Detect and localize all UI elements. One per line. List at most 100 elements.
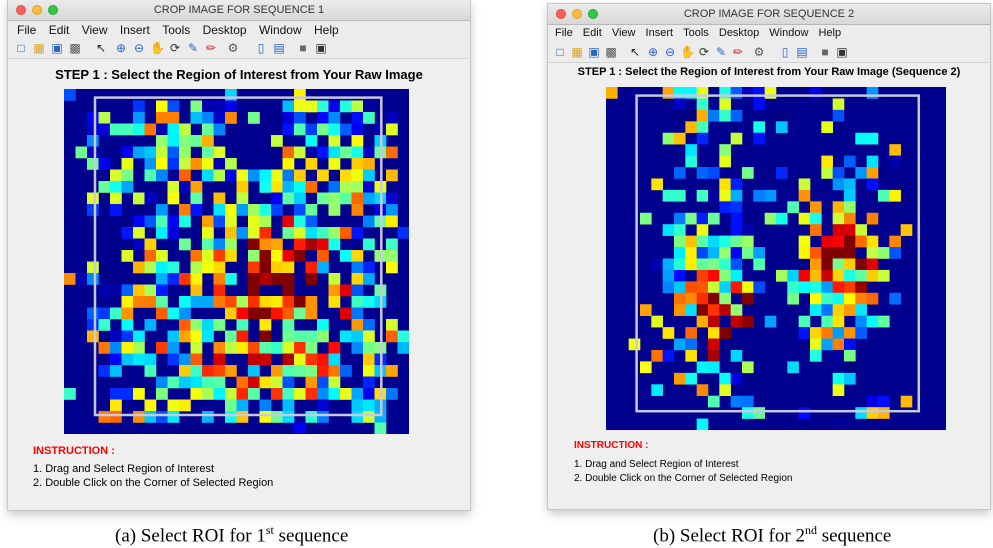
heatmap-cell [213, 284, 226, 297]
print-icon[interactable]: ▩ [69, 41, 81, 55]
link-icon[interactable]: ⚙ [227, 41, 239, 55]
heatmap-cell [832, 304, 845, 316]
heatmap-cell [248, 296, 260, 308]
heatmap-cell [742, 281, 754, 294]
menu-help[interactable]: Help [818, 27, 842, 39]
zoom-in-icon[interactable]: ⊕ [115, 41, 127, 55]
heatmap-cell [317, 399, 329, 412]
rotate-icon[interactable]: ⟳ [169, 41, 181, 55]
heatmap-cell [855, 327, 867, 339]
menu-view[interactable]: View [81, 23, 108, 37]
heatmap-cell [674, 212, 686, 225]
heatmap-cell [179, 399, 191, 412]
heatmap-cell [282, 100, 295, 113]
heatmap-cell [821, 167, 833, 179]
menu-tools[interactable]: Tools [683, 27, 709, 39]
heatmap-cell [167, 158, 180, 170]
new-figure-icon[interactable]: □ [17, 41, 25, 55]
heatmap-cell [156, 123, 168, 136]
heatmap-cell [866, 292, 879, 305]
print-icon[interactable]: ▩ [605, 45, 617, 59]
heatmap-cell [386, 123, 398, 136]
menu-insert[interactable]: Insert [645, 27, 674, 39]
show-plot-tools-icon[interactable]: ▣ [836, 45, 848, 59]
colorbar-icon[interactable]: ▯ [257, 41, 265, 55]
pan-icon[interactable]: ✋ [150, 41, 165, 55]
menu-desktop[interactable]: Desktop [718, 27, 760, 39]
close-button[interactable] [16, 5, 26, 15]
heatmap-cell [259, 307, 272, 320]
colorbar-icon[interactable]: ▯ [781, 45, 789, 59]
brush-icon[interactable]: ✏ [205, 41, 217, 55]
save-icon[interactable]: ▣ [51, 41, 63, 55]
link-icon[interactable]: ⚙ [753, 45, 765, 59]
heatmap-cell [386, 388, 398, 400]
zoom-out-icon[interactable]: ⊖ [664, 45, 676, 59]
heatmap-cell [730, 247, 743, 259]
menu-file[interactable]: File [17, 23, 37, 37]
close-button[interactable] [556, 9, 566, 19]
heatmap-cell [328, 273, 341, 285]
heatmap-cell [832, 281, 845, 294]
pointer-icon[interactable]: ↖ [95, 41, 107, 55]
heatmap-cell [674, 167, 686, 179]
legend-icon[interactable]: ▤ [796, 45, 808, 59]
heatmap-cell [351, 261, 364, 274]
heatmap-cell [156, 169, 168, 182]
zoom-out-icon[interactable]: ⊖ [133, 41, 145, 55]
heatmap-cell [340, 169, 352, 182]
open-icon[interactable]: ▦ [33, 41, 45, 55]
heatmap-cell [719, 292, 731, 305]
menu-file[interactable]: File [555, 27, 573, 39]
heatmap-cell [317, 365, 329, 377]
roi-selection-rectangle[interactable] [93, 96, 383, 417]
zoom-in-icon[interactable]: ⊕ [647, 45, 659, 59]
zoom-button[interactable] [588, 9, 598, 19]
rotate-icon[interactable]: ⟳ [698, 45, 710, 59]
heatmap-cell [133, 227, 145, 239]
heatmap-svg[interactable] [64, 89, 409, 434]
menu-tools[interactable]: Tools [162, 23, 191, 37]
heatmap-cell [832, 212, 845, 225]
heatmap-svg[interactable] [606, 87, 946, 430]
heatmap-cell [271, 365, 283, 377]
legend-icon[interactable]: ▤ [273, 41, 285, 55]
heatmap-cell [236, 169, 249, 182]
data-cursor-icon[interactable]: ✎ [715, 45, 727, 59]
minimize-button[interactable] [32, 5, 42, 15]
hide-plot-tools-icon[interactable]: ■ [821, 45, 829, 59]
heatmap-cell [351, 227, 364, 239]
show-plot-tools-icon[interactable]: ▣ [315, 41, 327, 55]
menu-insert[interactable]: Insert [119, 23, 150, 37]
pan-icon[interactable]: ✋ [680, 45, 695, 59]
menu-desktop[interactable]: Desktop [202, 23, 247, 37]
zoom-button[interactable] [48, 5, 58, 15]
heatmap-cell [397, 342, 409, 354]
roi-selection-rectangle[interactable] [635, 94, 921, 413]
heatmap-cell [810, 87, 822, 99]
heatmap-cell [340, 100, 352, 113]
data-cursor-icon[interactable]: ✎ [187, 41, 199, 55]
heatmap-cell [156, 388, 168, 400]
menu-view[interactable]: View [611, 27, 636, 39]
heatmap-cell [328, 112, 341, 124]
menu-help[interactable]: Help [313, 23, 339, 37]
title-bar: CROP IMAGE FOR SEQUENCE 1 [8, 0, 470, 21]
raw-image-heatmap[interactable] [606, 87, 946, 430]
menu-window[interactable]: Window [258, 23, 302, 37]
raw-image-heatmap[interactable] [64, 89, 409, 434]
menu-edit[interactable]: Edit [48, 23, 70, 37]
new-figure-icon[interactable]: □ [556, 45, 564, 59]
heatmap-cell [294, 342, 306, 354]
heatmap-cell [225, 89, 237, 101]
minimize-button[interactable] [572, 9, 582, 19]
menu-window[interactable]: Window [769, 27, 809, 39]
heatmap-cell [156, 284, 168, 297]
instruction-step-2: 2. Double Click on the Corner of Selecte… [33, 477, 274, 489]
pointer-icon[interactable]: ↖ [629, 45, 641, 59]
save-icon[interactable]: ▣ [588, 45, 600, 59]
hide-plot-tools-icon[interactable]: ■ [299, 41, 307, 55]
open-icon[interactable]: ▦ [571, 45, 583, 59]
menu-edit[interactable]: Edit [582, 27, 602, 39]
brush-icon[interactable]: ✏ [732, 45, 744, 59]
